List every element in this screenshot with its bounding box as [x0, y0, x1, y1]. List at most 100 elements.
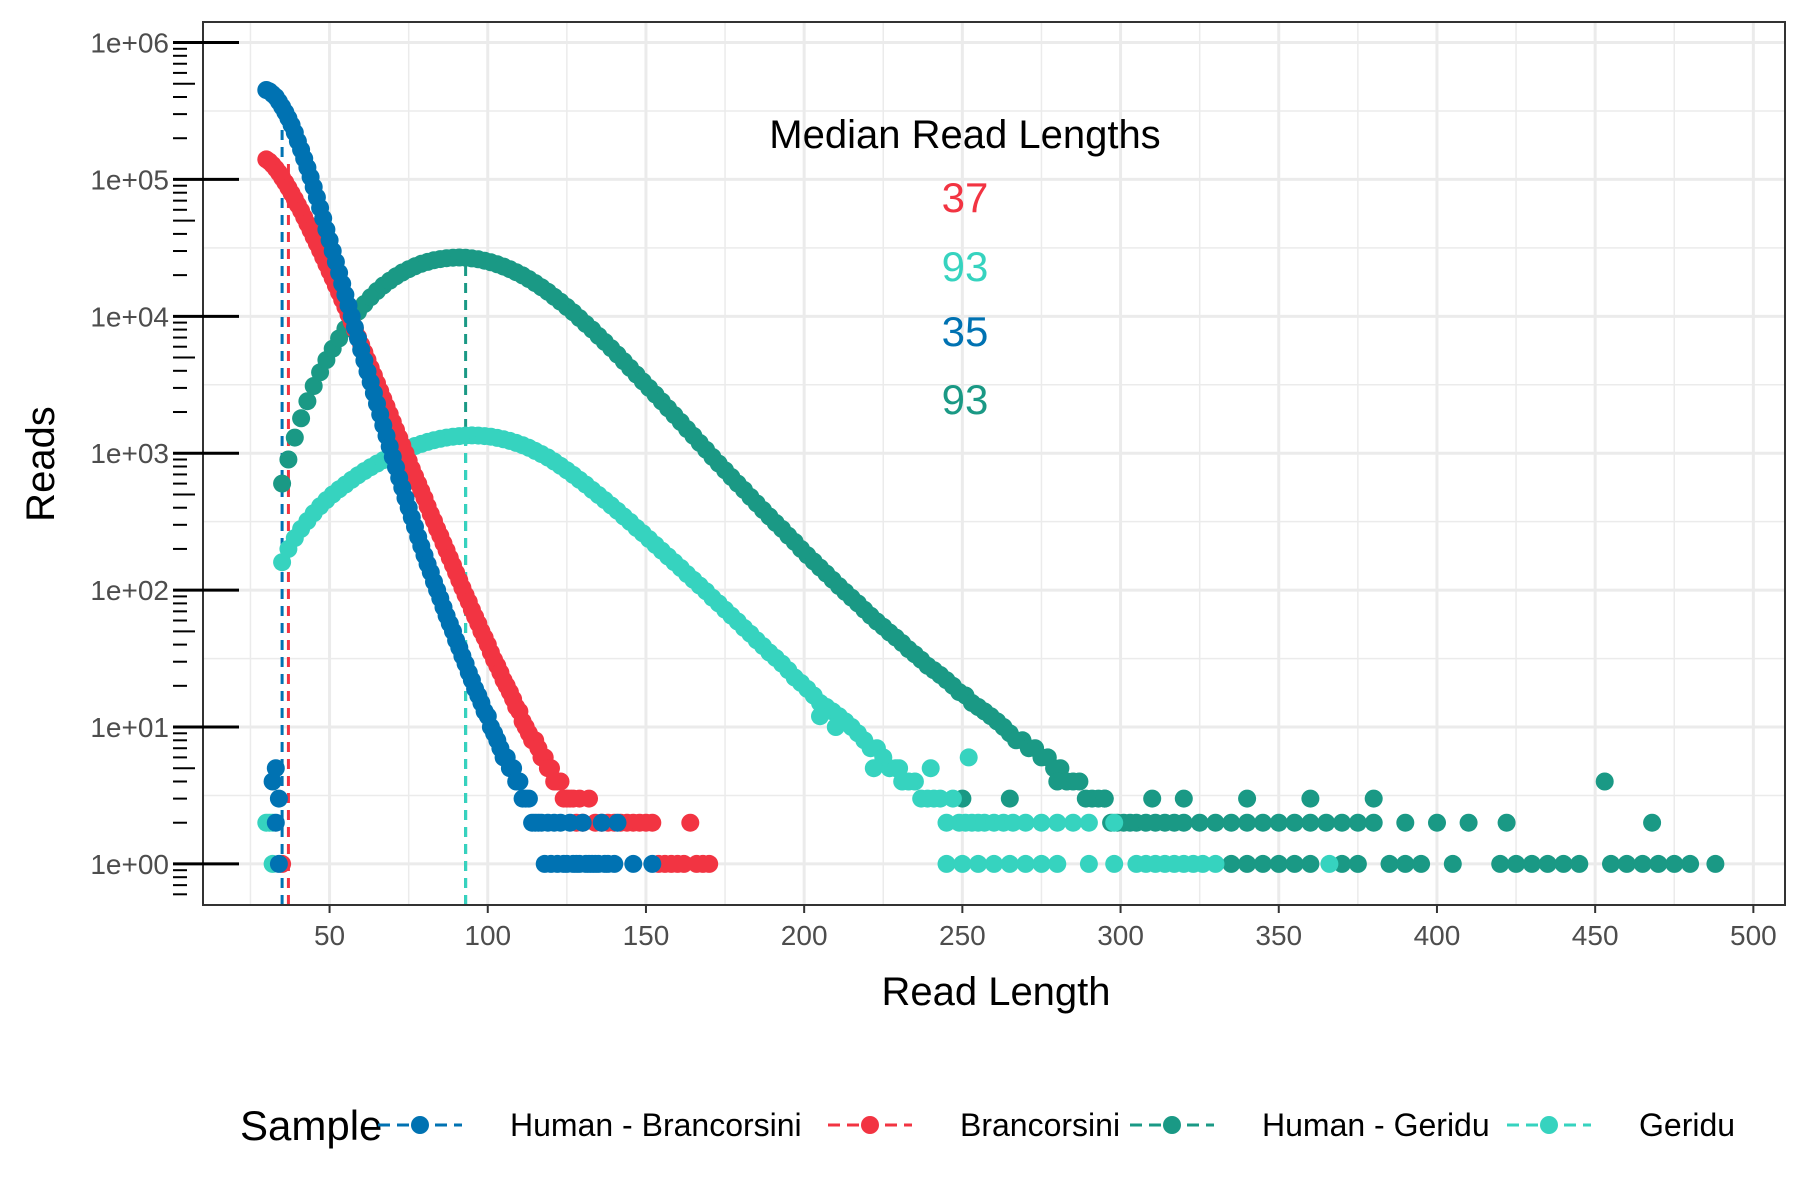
data-point	[1443, 854, 1462, 873]
data-point	[519, 789, 538, 808]
data-point	[561, 813, 579, 832]
data-point	[931, 789, 950, 808]
data-point	[1048, 813, 1067, 832]
series-points	[273, 248, 1725, 873]
data-point	[969, 854, 988, 873]
data-point	[1617, 854, 1636, 873]
data-point	[1048, 854, 1067, 873]
x-tick-label: 50	[314, 920, 345, 951]
data-point	[1333, 854, 1351, 873]
data-points	[257, 81, 1725, 873]
y-tick-label: 1e+04	[90, 301, 169, 332]
data-point	[273, 474, 292, 493]
annotation-value-human-brancorsini: 35	[942, 308, 989, 355]
y-tick-label: 1e+00	[90, 849, 169, 880]
x-tick-label: 150	[623, 920, 670, 951]
data-point	[279, 450, 298, 469]
data-point	[1064, 813, 1083, 832]
data-point	[1269, 813, 1288, 832]
data-point	[1206, 813, 1225, 832]
data-point	[1522, 854, 1541, 873]
data-point	[1222, 854, 1241, 873]
data-point	[1412, 854, 1431, 873]
data-point	[1595, 772, 1614, 791]
data-point	[1396, 854, 1415, 873]
y-axis-title: Reads	[19, 406, 63, 522]
data-point	[1643, 813, 1662, 832]
data-point	[1016, 854, 1035, 873]
data-point	[643, 813, 662, 832]
data-point	[1317, 813, 1336, 832]
legend-label-human-brancorsini: Human - Brancorsini	[510, 1107, 802, 1143]
data-point	[573, 813, 592, 832]
data-point	[1380, 854, 1399, 873]
legend-label-brancorsini: Brancorsini	[960, 1107, 1120, 1143]
annotation: Median Read Lengths 37 93 35 93	[769, 113, 1160, 423]
legend-key-point	[1163, 1116, 1181, 1134]
data-point	[592, 813, 611, 832]
data-point	[1554, 854, 1573, 873]
data-point	[1570, 854, 1589, 873]
legend-key-point	[861, 1116, 879, 1134]
data-point	[1665, 854, 1684, 873]
data-point	[1032, 813, 1051, 832]
data-point	[263, 772, 282, 791]
data-point	[1285, 813, 1304, 832]
data-point	[1174, 813, 1193, 832]
y-tick-label: 1e+06	[90, 28, 169, 59]
data-point	[1538, 854, 1557, 873]
x-tick-label: 400	[1414, 920, 1461, 951]
series-points	[257, 81, 662, 873]
data-point	[1320, 854, 1339, 873]
data-point	[608, 813, 627, 832]
data-point	[811, 707, 829, 726]
data-point	[1396, 813, 1415, 832]
annotation-title: Median Read Lengths	[769, 113, 1160, 157]
x-tick-label: 250	[939, 920, 986, 951]
data-point	[1193, 854, 1212, 873]
x-tick-label: 100	[464, 920, 511, 951]
axes: 50 100 150 200 250 300 350 400 450 500 1e+00 1e+01 1…	[90, 28, 1776, 951]
legend-keys	[378, 1116, 1591, 1134]
data-point	[1070, 772, 1089, 791]
data-point	[921, 759, 940, 778]
data-point	[905, 772, 924, 791]
data-point	[643, 854, 662, 873]
data-point	[1364, 789, 1383, 808]
data-point	[1190, 813, 1209, 832]
y-tick-label: 1e+05	[90, 164, 169, 195]
data-point	[1222, 813, 1241, 832]
data-point	[864, 759, 883, 778]
data-point	[580, 789, 598, 808]
data-point	[285, 428, 304, 447]
plot-panel	[203, 22, 1785, 905]
data-point	[943, 789, 962, 808]
data-point	[890, 759, 909, 778]
x-tick-label: 450	[1572, 920, 1619, 951]
data-point	[1364, 813, 1383, 832]
data-point	[1238, 813, 1257, 832]
data-point	[953, 854, 972, 873]
data-point	[551, 772, 570, 791]
series-points	[257, 426, 1339, 873]
legend-key-point	[1540, 1116, 1558, 1134]
panel-border	[202, 21, 1786, 906]
legend-label-human-geridu: Human - Geridu	[1262, 1107, 1490, 1143]
annotation-value-brancorsini: 37	[942, 174, 989, 221]
legend-key-point	[411, 1116, 429, 1134]
data-point	[1348, 813, 1367, 832]
x-tick-label: 300	[1097, 920, 1144, 951]
data-point	[1206, 854, 1225, 873]
data-point	[1706, 854, 1725, 873]
data-point	[1079, 813, 1098, 832]
data-point	[605, 854, 624, 873]
data-point	[266, 813, 285, 832]
data-point	[959, 748, 978, 767]
x-tick-label: 350	[1255, 920, 1302, 951]
data-point	[1105, 813, 1124, 832]
annotation-value-geridu: 93	[942, 243, 989, 290]
x-tick-label: 200	[781, 920, 828, 951]
data-point	[1602, 854, 1620, 873]
data-point	[269, 789, 288, 808]
data-point	[1143, 789, 1162, 808]
